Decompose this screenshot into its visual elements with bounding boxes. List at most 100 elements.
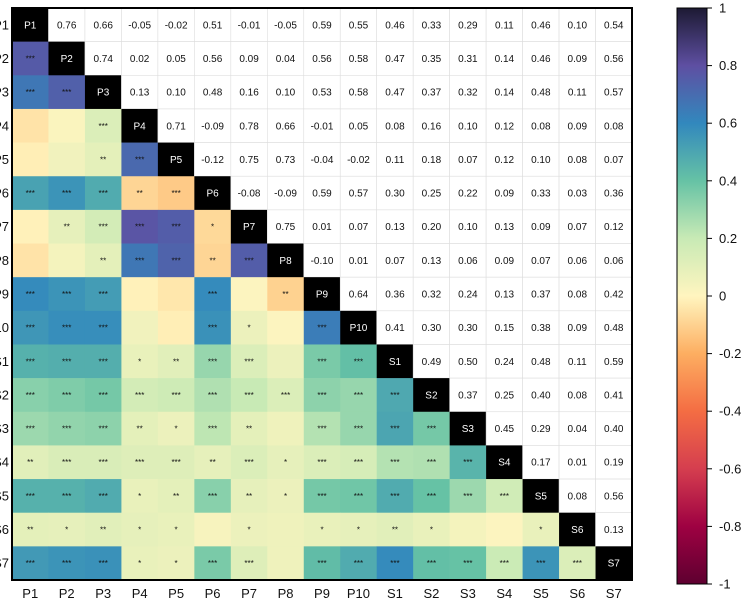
significance-S6-P7: * <box>247 526 250 535</box>
color-cell-S6-S1 <box>376 512 414 547</box>
value-cell-S3-S4 <box>485 411 523 446</box>
row-label-S2: S2 <box>0 387 9 402</box>
value-label-S1-S6: 0.11 <box>568 357 587 368</box>
value-cell-P5-P10 <box>339 142 378 177</box>
significance-S7-P3: *** <box>99 559 108 568</box>
value-cell-P2-S1 <box>376 41 414 76</box>
value-cell-P10-S1 <box>376 310 414 345</box>
heatmap-cells: P1 0.76 0.66 -0.05 -0.02 0.51 -0.01 -0.05 0.59 0.… <box>12 7 633 581</box>
significance-S7-S2: *** <box>427 559 436 568</box>
value-cell-P3-S1 <box>376 74 414 110</box>
value-label-P6-P8: -0.09 <box>274 189 297 200</box>
significance-S4-P6: ** <box>209 458 215 467</box>
column-label-S6: S6 <box>569 586 585 601</box>
value-cell-P5-P6 <box>194 142 232 177</box>
color-cell-P6-P3 <box>84 176 122 211</box>
value-label-P1-P10: 0.55 <box>349 20 369 31</box>
color-cell-S4-S2 <box>413 445 450 480</box>
value-cell-S3-S6 <box>558 411 596 446</box>
value-cell-P2-P3 <box>84 41 122 76</box>
color-cell-S5-P3 <box>84 479 122 514</box>
value-label-P1-S5: 0.46 <box>531 20 551 31</box>
color-cell-S7-P1 <box>12 546 49 581</box>
significance-S2-P9: *** <box>317 391 326 400</box>
significance-S4-S3: *** <box>463 458 472 467</box>
color-cell-P3-P1 <box>12 75 49 110</box>
value-label-S1-S2: 0.49 <box>422 357 442 368</box>
value-label-P4-P10: 0.05 <box>349 121 369 132</box>
significance-S2-P1: *** <box>26 391 35 400</box>
value-label-P1-S6: 0.10 <box>568 20 588 31</box>
color-cell-S5-P7 <box>230 479 268 514</box>
value-label-P5-S1: 0.11 <box>386 155 405 166</box>
significance-P7-P3: *** <box>99 223 108 232</box>
value-label-P2-S5: 0.46 <box>531 54 551 65</box>
value-label-P9-S1: 0.36 <box>385 290 405 301</box>
value-label-P6-S7: 0.36 <box>604 189 624 200</box>
color-cell-P10-P4 <box>121 310 159 345</box>
color-cell-P5-P1 <box>12 142 49 177</box>
diagonal-label-S2: S2 <box>425 390 438 401</box>
value-cell-P1-P9 <box>303 7 341 42</box>
value-cell-P4-P7 <box>230 108 268 143</box>
value-label-S2-S6: 0.08 <box>568 390 588 401</box>
value-label-P3-S3: 0.32 <box>458 88 478 99</box>
color-cell-S5-P4 <box>121 479 159 514</box>
color-cell-P10-P9 <box>303 310 341 345</box>
value-cell-P3-P10 <box>339 74 378 110</box>
diagonal-label-P7: P7 <box>243 222 256 233</box>
significance-S5-P6: *** <box>208 492 217 501</box>
column-label-P9: P9 <box>314 586 330 601</box>
color-cell-S6-P6 <box>194 512 232 547</box>
value-label-P1-P6: 0.51 <box>203 20 223 31</box>
color-cell-S6-S4 <box>486 512 523 547</box>
significance-P2-P1: *** <box>26 54 35 63</box>
value-label-P9-P10: 0.64 <box>349 290 369 301</box>
color-cell-P10-P1 <box>12 310 49 345</box>
heatmap-frame <box>11 7 633 581</box>
row-label-P6: P6 <box>0 186 9 201</box>
value-label-P4-P8: 0.66 <box>276 121 296 132</box>
row-label-S3: S3 <box>0 421 9 436</box>
significance-P9-P6: *** <box>208 290 217 299</box>
diagonal-cell-S6 <box>559 512 596 547</box>
color-cell-P10-P6 <box>194 310 232 345</box>
value-label-P2-P7: 0.09 <box>239 54 259 65</box>
value-cell-P3-P8 <box>266 74 305 110</box>
color-cell-P9-P7 <box>230 277 268 312</box>
value-cell-S4-S6 <box>558 445 596 480</box>
value-label-P9-S4: 0.13 <box>495 290 515 301</box>
color-cell-S2-P10 <box>340 378 378 413</box>
color-cell-S1-P2 <box>48 344 86 379</box>
significance-P7-P5: *** <box>171 223 180 232</box>
value-cell-P4-S1 <box>376 108 414 143</box>
color-cell-P8-P4 <box>121 243 159 278</box>
color-cell-S6-P10 <box>340 512 378 547</box>
significance-S1-P4: * <box>138 357 141 366</box>
value-cell-S4-S5 <box>522 445 560 480</box>
color-cell-S5-S3 <box>449 479 487 514</box>
diagonal-label-P2: P2 <box>61 54 74 65</box>
colorbar-tick-label-0.4: 0.4 <box>719 173 737 188</box>
value-cell-P10-S6 <box>558 310 596 345</box>
colorbar: 1 0.8 0.6 0.4 0.2 0 -0.2 -0.4 -0.6 -0.8 -1 <box>676 1 741 592</box>
value-cell-P4-P9 <box>303 108 341 143</box>
column-label-S4: S4 <box>496 586 512 601</box>
significance-S3-P5: * <box>175 425 178 434</box>
value-cell-S5-S7 <box>595 478 633 514</box>
significance-S7-P1: *** <box>26 559 35 568</box>
value-label-P3-P6: 0.48 <box>203 88 223 99</box>
significance-P5-P4: *** <box>135 155 144 164</box>
colorbar-tick-label-0.6: 0.6 <box>719 116 737 131</box>
value-cell-P9-S7 <box>595 276 633 312</box>
value-label-P8-S1: 0.07 <box>385 256 405 267</box>
color-cell-S4-P1 <box>12 445 49 480</box>
color-cell-P4-P1 <box>12 108 49 143</box>
value-cell-P7-S4 <box>485 209 523 244</box>
value-label-P2-S4: 0.14 <box>495 54 515 65</box>
color-cell-S4-S3 <box>449 445 487 480</box>
value-label-P1-S7: 0.54 <box>604 20 624 31</box>
significance-P6-P5: *** <box>171 189 180 198</box>
value-label-P3-P7: 0.16 <box>239 88 259 99</box>
